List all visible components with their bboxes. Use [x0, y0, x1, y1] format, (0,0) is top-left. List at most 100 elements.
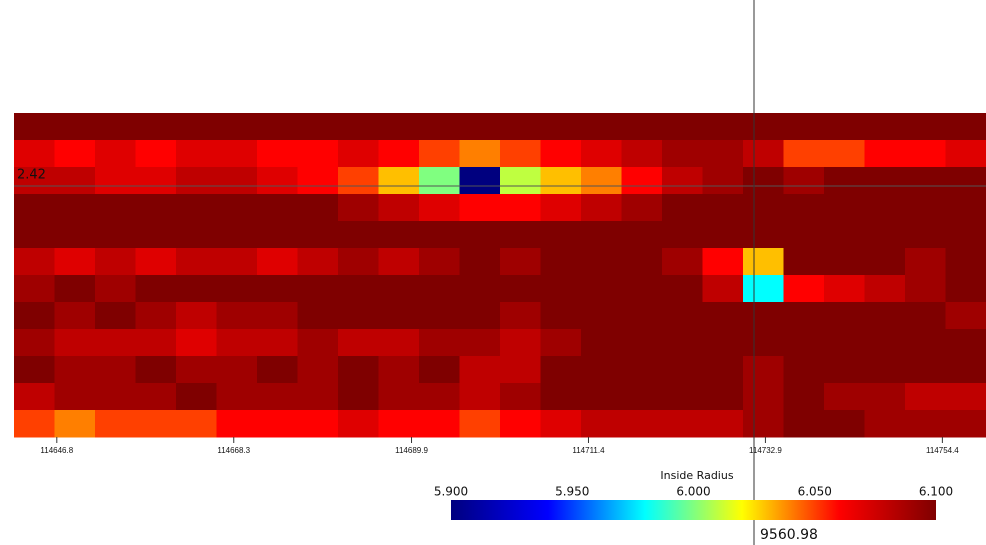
cell: [459, 248, 501, 276]
cell: [378, 248, 420, 276]
cell: [540, 140, 582, 168]
colorbar: [451, 500, 936, 520]
cell: [338, 329, 379, 357]
cell: [824, 140, 865, 168]
cell: [14, 221, 55, 249]
cell: [702, 275, 744, 303]
cell: [945, 167, 986, 195]
cell: [54, 248, 96, 276]
cell: [581, 383, 622, 411]
cell: [419, 248, 460, 276]
cell: [257, 140, 298, 168]
cell: [216, 167, 258, 195]
cell: [95, 410, 136, 438]
cell: [824, 194, 865, 222]
cell: [540, 275, 582, 303]
cell: [135, 356, 177, 384]
cell: [419, 329, 460, 357]
cell: [459, 113, 501, 141]
cell: [581, 140, 622, 168]
cell: [783, 410, 825, 438]
cell: [338, 383, 379, 411]
cell: [135, 167, 177, 195]
cell: [297, 410, 339, 438]
cell: [581, 275, 622, 303]
cell: [297, 140, 339, 168]
cell: [257, 275, 298, 303]
cell: [702, 356, 744, 384]
cell: [540, 194, 582, 222]
cell: [905, 410, 946, 438]
colorbar-tick-label: 6.000: [676, 485, 710, 499]
cell: [135, 140, 177, 168]
cell: [378, 329, 420, 357]
cell: [257, 383, 298, 411]
cell: [945, 194, 986, 222]
cell: [743, 221, 784, 249]
cell: [864, 140, 906, 168]
cell: [257, 113, 298, 141]
cell: [945, 248, 986, 276]
cell: [135, 383, 177, 411]
cell: [176, 329, 217, 357]
cell: [783, 248, 825, 276]
cell: [743, 329, 784, 357]
cell: [783, 275, 825, 303]
cell: [702, 167, 744, 195]
cell: [540, 248, 582, 276]
cell: [581, 410, 622, 438]
cell: [945, 383, 986, 411]
cell: [459, 383, 501, 411]
cell: [297, 248, 339, 276]
cell: [824, 329, 865, 357]
cell: [743, 194, 784, 222]
cell: [216, 302, 258, 330]
cell: [419, 410, 460, 438]
cell: [662, 275, 703, 303]
cell: [176, 167, 217, 195]
cell: [905, 329, 946, 357]
cell: [702, 194, 744, 222]
cell: [95, 356, 136, 384]
cell: [702, 383, 744, 411]
cell: [338, 140, 379, 168]
cell: [95, 329, 136, 357]
cell: [945, 275, 986, 303]
colorbar-title: Inside Radius: [660, 469, 733, 482]
cell: [378, 410, 420, 438]
cell: [743, 113, 784, 141]
cell: [824, 113, 865, 141]
cell: [257, 221, 298, 249]
cell: [54, 410, 96, 438]
cell: [297, 383, 339, 411]
cell: [216, 383, 258, 411]
cell: [257, 410, 298, 438]
cell: [783, 140, 825, 168]
cell: [54, 383, 96, 411]
cell: [702, 248, 744, 276]
cell: [540, 329, 582, 357]
cell: [459, 356, 501, 384]
cell: [621, 194, 663, 222]
cell: [135, 113, 177, 141]
cell: [702, 329, 744, 357]
cell: [95, 302, 136, 330]
cell: [297, 113, 339, 141]
cell: [419, 194, 460, 222]
cell: [378, 194, 420, 222]
cell: [378, 113, 420, 141]
cell: [176, 113, 217, 141]
cell: [135, 302, 177, 330]
cell: [216, 410, 258, 438]
cell: [864, 302, 906, 330]
cell: [864, 113, 906, 141]
cell: [54, 167, 96, 195]
cell: [540, 302, 582, 330]
cell: [135, 194, 177, 222]
cell: [540, 410, 582, 438]
cell: [419, 356, 460, 384]
cell: [176, 248, 217, 276]
cell: [54, 302, 96, 330]
cell: [14, 302, 55, 330]
